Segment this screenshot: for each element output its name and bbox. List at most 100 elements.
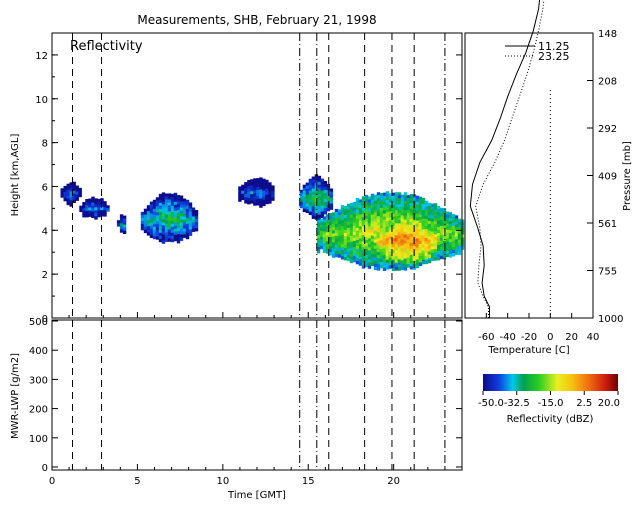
echo-cell <box>367 205 372 209</box>
echo-cell <box>421 200 426 205</box>
echo-cell <box>415 217 419 221</box>
echo-cell <box>311 203 316 207</box>
echo-cell <box>182 234 187 238</box>
echo-cell <box>337 251 342 255</box>
echo-cell <box>406 213 411 217</box>
echo-cell <box>146 232 151 236</box>
echo-cell <box>173 198 178 203</box>
echo-cell <box>370 229 375 234</box>
echo-cell <box>439 222 444 227</box>
echo-cell <box>418 219 422 224</box>
echo-cell <box>361 238 366 242</box>
echo-cell <box>343 224 348 228</box>
echo-cell <box>326 195 331 200</box>
echo-cell <box>388 224 392 228</box>
echo-cell <box>373 239 378 244</box>
echo-cell <box>256 178 260 182</box>
echo-cell <box>385 203 390 207</box>
echo-cell <box>418 225 422 230</box>
echo-cell <box>340 211 345 215</box>
echo-cell <box>394 235 398 239</box>
echo-cell <box>182 216 187 220</box>
echo-cell <box>439 249 444 254</box>
echo-cell <box>167 193 172 197</box>
echo-cell <box>334 214 339 219</box>
echo-cell <box>346 212 351 217</box>
echo-cell <box>451 253 456 257</box>
lwp-frame <box>51 319 463 471</box>
echo-cell <box>334 226 339 231</box>
echo-cell <box>406 251 410 255</box>
echo-cell <box>323 187 328 191</box>
echo-cell <box>331 215 336 219</box>
echo-cell <box>191 213 196 217</box>
echo-cell <box>325 235 330 239</box>
echo-cell <box>433 224 438 228</box>
echo-cell <box>320 202 325 206</box>
echo-cell <box>337 218 342 222</box>
echo-cell <box>433 251 438 255</box>
echo-cell <box>308 181 313 186</box>
echo-cell <box>406 218 410 222</box>
echo-cell <box>182 219 187 223</box>
echo-cell <box>331 233 336 237</box>
colorbar-ticks: -50.0 -32.5 -15.0 2.5 20.0 <box>478 391 620 409</box>
echo-cell <box>448 236 453 240</box>
echo-cell <box>97 201 101 206</box>
echo-cell <box>316 238 321 242</box>
echo-cell <box>194 228 199 232</box>
echo-cell <box>319 224 324 229</box>
echo-cell <box>256 196 260 200</box>
echo-cell <box>388 217 393 221</box>
height-tick-label: 10 <box>35 95 48 106</box>
echo-cell <box>358 217 363 221</box>
echo-cell <box>394 247 398 251</box>
echo-cell <box>69 182 73 186</box>
echo-cell <box>433 237 437 241</box>
lwp-axis-label: MWR-LWP [g/m2] <box>10 353 21 439</box>
echo-cell <box>331 236 336 240</box>
echo-cell <box>331 230 336 234</box>
echo-cell <box>247 198 251 202</box>
echo-cell <box>238 195 242 199</box>
echo-cell <box>78 187 82 192</box>
echo-cell <box>63 197 67 202</box>
echo-cell <box>158 199 163 204</box>
echo-cell <box>397 192 402 196</box>
echo-cell <box>415 264 420 269</box>
echo-cell <box>265 188 269 193</box>
echo-cell <box>403 231 407 235</box>
echo-cell <box>415 232 419 236</box>
echo-cell <box>355 257 360 262</box>
echo-cell <box>439 225 444 230</box>
echo-cell <box>253 178 257 182</box>
echo-cell <box>69 185 73 189</box>
echo-cell <box>454 251 459 255</box>
echo-cell <box>367 247 372 251</box>
echo-cell <box>394 244 398 248</box>
echo-cell <box>256 193 260 197</box>
echo-cell <box>361 220 366 224</box>
echo-cell <box>331 239 336 243</box>
echo-cell <box>430 225 434 229</box>
echo-cell <box>367 241 372 245</box>
echo-cell <box>415 201 420 206</box>
echo-cell <box>316 244 321 248</box>
echo-cell <box>316 220 321 224</box>
echo-cell <box>329 197 334 201</box>
echo-cell <box>358 241 363 245</box>
echo-cell <box>427 233 431 237</box>
echo-cell <box>311 209 316 213</box>
temperature-axis-ticks: -60 -40 -20 0 20 40 <box>478 313 599 343</box>
echo-cell <box>143 223 148 228</box>
echo-cell <box>400 257 404 261</box>
echo-cell <box>152 229 157 234</box>
echo-cell <box>364 236 369 241</box>
echo-cell <box>66 189 70 194</box>
echo-cell <box>66 192 70 197</box>
echo-cell <box>370 211 375 216</box>
echo-cell <box>69 191 73 195</box>
echo-cell <box>421 256 425 260</box>
echo-cell <box>391 220 395 224</box>
echo-cell <box>391 264 396 269</box>
